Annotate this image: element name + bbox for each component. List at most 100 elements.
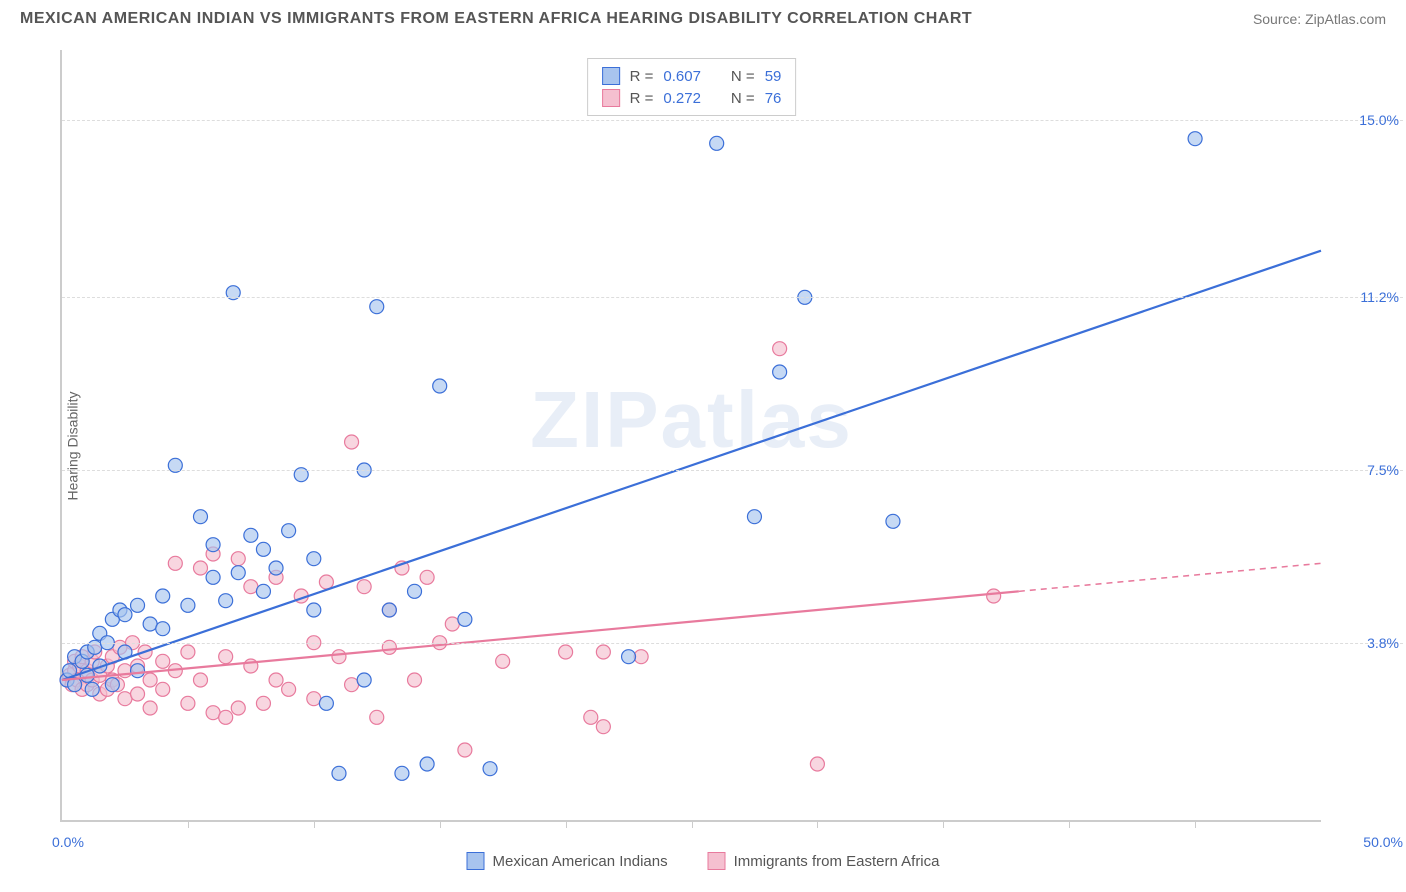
scatter-point bbox=[596, 720, 610, 734]
scatter-svg bbox=[62, 50, 1321, 820]
scatter-point bbox=[773, 365, 787, 379]
header: MEXICAN AMERICAN INDIAN VS IMMIGRANTS FR… bbox=[0, 0, 1406, 33]
scatter-point bbox=[559, 645, 573, 659]
scatter-point bbox=[206, 538, 220, 552]
x-tick bbox=[440, 820, 441, 828]
scatter-point bbox=[987, 589, 1001, 603]
scatter-point bbox=[433, 379, 447, 393]
scatter-point bbox=[319, 575, 333, 589]
scatter-point bbox=[886, 514, 900, 528]
stats-legend-box: R = 0.607 N = 59 R = 0.272 N = 76 bbox=[587, 58, 797, 116]
trend-line bbox=[62, 251, 1321, 680]
scatter-point bbox=[357, 580, 371, 594]
x-axis-end-label: 50.0% bbox=[1363, 834, 1403, 850]
scatter-point bbox=[118, 692, 132, 706]
x-axis-start-label: 0.0% bbox=[52, 834, 84, 850]
scatter-point bbox=[773, 342, 787, 356]
stats-row-0: R = 0.607 N = 59 bbox=[602, 65, 782, 87]
scatter-point bbox=[634, 650, 648, 664]
scatter-point bbox=[206, 706, 220, 720]
scatter-point bbox=[143, 617, 157, 631]
scatter-point bbox=[193, 510, 207, 524]
scatter-point bbox=[496, 654, 510, 668]
y-tick-label: 11.2% bbox=[1360, 289, 1399, 305]
x-tick bbox=[943, 820, 944, 828]
scatter-point bbox=[408, 673, 422, 687]
scatter-point bbox=[143, 673, 157, 687]
scatter-point bbox=[131, 664, 145, 678]
scatter-point bbox=[584, 710, 598, 724]
r-label-1: R = bbox=[630, 90, 654, 107]
scatter-point bbox=[156, 589, 170, 603]
n-label-0: N = bbox=[731, 68, 755, 85]
scatter-point bbox=[181, 598, 195, 612]
x-tick bbox=[188, 820, 189, 828]
y-tick-label: 3.8% bbox=[1367, 635, 1399, 651]
scatter-point bbox=[282, 682, 296, 696]
scatter-point bbox=[219, 650, 233, 664]
scatter-point bbox=[118, 608, 132, 622]
y-tick-label: 15.0% bbox=[1359, 112, 1399, 128]
scatter-point bbox=[105, 678, 119, 692]
scatter-point bbox=[596, 645, 610, 659]
scatter-point bbox=[131, 687, 145, 701]
x-tick bbox=[1195, 820, 1196, 828]
x-tick bbox=[692, 820, 693, 828]
scatter-point bbox=[219, 594, 233, 608]
legend-item-0: Mexican American Indians bbox=[467, 852, 668, 870]
scatter-point bbox=[370, 710, 384, 724]
source-attribution: Source: ZipAtlas.com bbox=[1253, 11, 1386, 27]
x-tick bbox=[817, 820, 818, 828]
scatter-point bbox=[370, 300, 384, 314]
swatch-1 bbox=[602, 89, 620, 107]
scatter-point bbox=[458, 743, 472, 757]
scatter-point bbox=[420, 757, 434, 771]
scatter-point bbox=[382, 603, 396, 617]
swatch-0 bbox=[602, 67, 620, 85]
legend-swatch-1 bbox=[708, 852, 726, 870]
scatter-point bbox=[231, 701, 245, 715]
scatter-point bbox=[85, 682, 99, 696]
scatter-point bbox=[206, 570, 220, 584]
chart-container: MEXICAN AMERICAN INDIAN VS IMMIGRANTS FR… bbox=[0, 0, 1406, 892]
y-tick-label: 7.5% bbox=[1367, 462, 1399, 478]
legend-label-0: Mexican American Indians bbox=[493, 853, 668, 870]
r-label-0: R = bbox=[630, 68, 654, 85]
scatter-point bbox=[332, 766, 346, 780]
scatter-point bbox=[622, 650, 636, 664]
scatter-point bbox=[231, 552, 245, 566]
scatter-point bbox=[483, 762, 497, 776]
trend-line bbox=[62, 591, 1019, 680]
scatter-point bbox=[219, 710, 233, 724]
scatter-point bbox=[181, 696, 195, 710]
r-value-1: 0.272 bbox=[663, 90, 701, 107]
scatter-point bbox=[810, 757, 824, 771]
x-tick bbox=[566, 820, 567, 828]
scatter-point bbox=[408, 584, 422, 598]
scatter-point bbox=[395, 766, 409, 780]
chart-title: MEXICAN AMERICAN INDIAN VS IMMIGRANTS FR… bbox=[20, 10, 972, 28]
legend-item-1: Immigrants from Eastern Africa bbox=[708, 852, 940, 870]
scatter-point bbox=[244, 528, 258, 542]
scatter-point bbox=[319, 696, 333, 710]
scatter-point bbox=[193, 561, 207, 575]
scatter-point bbox=[231, 566, 245, 580]
scatter-point bbox=[168, 556, 182, 570]
x-tick bbox=[314, 820, 315, 828]
scatter-point bbox=[269, 561, 283, 575]
scatter-point bbox=[181, 645, 195, 659]
scatter-point bbox=[244, 580, 258, 594]
scatter-point bbox=[156, 654, 170, 668]
legend-label-1: Immigrants from Eastern Africa bbox=[734, 853, 940, 870]
n-value-0: 59 bbox=[765, 68, 782, 85]
scatter-point bbox=[1188, 132, 1202, 146]
scatter-point bbox=[143, 701, 157, 715]
scatter-point bbox=[256, 696, 270, 710]
scatter-point bbox=[357, 673, 371, 687]
scatter-point bbox=[131, 598, 145, 612]
plot-area: ZIPatlas R = 0.607 N = 59 R = 0.272 N = … bbox=[60, 50, 1321, 822]
scatter-point bbox=[256, 542, 270, 556]
bottom-legend: Mexican American Indians Immigrants from… bbox=[467, 852, 940, 870]
n-label-1: N = bbox=[731, 90, 755, 107]
n-value-1: 76 bbox=[765, 90, 782, 107]
